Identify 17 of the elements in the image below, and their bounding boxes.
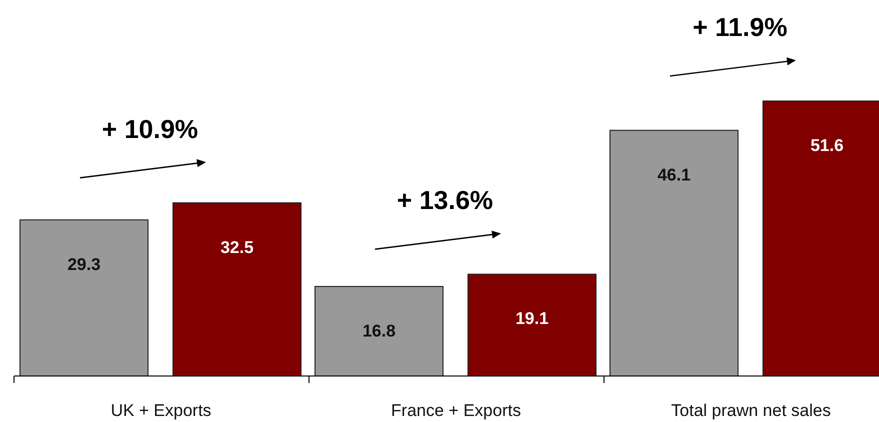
data-label: 32.5 [220,238,254,257]
x-tick-label: France + Exports [391,401,521,420]
annotation: + 10.9% [102,114,198,144]
bar [610,130,738,376]
text: + 11.9% [692,12,788,42]
bar [172,202,302,376]
data-label: 16.8 [362,321,396,340]
data-label: 29.3 [67,254,101,274]
x-tick-label: Total prawn net sales [671,401,831,420]
data-label: 19.1 [515,309,549,328]
bar [20,219,148,376]
bar [314,286,444,376]
annotation: + 13.6% [396,185,494,216]
data-label: 51.6 [810,136,844,155]
bar [468,274,596,376]
x-tick-label: UK + Exports [110,401,212,420]
data-label: 46.1 [657,165,691,184]
